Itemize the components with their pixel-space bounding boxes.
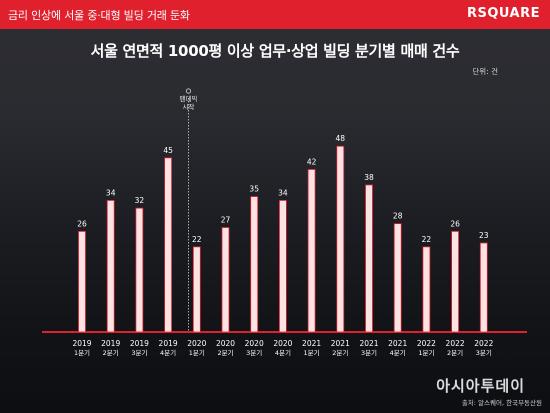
x-tick-quarter: 3분기 <box>361 348 377 357</box>
headline: 금리 인상에 서울 중·대형 빌딩 거래 둔화 <box>8 9 190 22</box>
bar <box>221 227 230 333</box>
bar-value-label: 27 <box>221 216 231 225</box>
x-tick-quarter: 1분기 <box>74 348 90 357</box>
header-bar: 금리 인상에 서울 중·대형 빌딩 거래 둔화 RSQUARE <box>0 0 550 29</box>
bar-value-label: 42 <box>307 157 317 166</box>
annotation-label: 팬데믹 <box>179 94 197 103</box>
x-tick-quarter: 1분기 <box>189 348 205 357</box>
bar-value-label: 35 <box>249 185 259 194</box>
bar <box>336 145 345 333</box>
x-tick-year: 2019 <box>159 339 178 348</box>
bar <box>278 200 287 333</box>
x-tick-quarter: 3분기 <box>131 348 147 357</box>
bar-value-label: 38 <box>364 173 374 182</box>
unit-label: 단위: 건 <box>472 67 498 76</box>
x-tick-year: 2020 <box>216 339 235 348</box>
chart-title: 서울 연면적 1000평 이상 업무·상업 빌딩 분기별 매매 건수 <box>90 42 460 60</box>
bar-value-label: 23 <box>479 231 489 240</box>
bar-value-label: 48 <box>336 134 346 143</box>
x-tick-year: 2022 <box>417 339 436 348</box>
x-tick-year: 2021 <box>302 339 321 348</box>
x-tick-year: 2019 <box>130 339 149 348</box>
x-tick-quarter: 3분기 <box>476 348 492 357</box>
bar <box>451 230 460 333</box>
bar <box>422 246 431 333</box>
annotation-marker <box>185 88 192 94</box>
x-tick-quarter: 2분기 <box>103 348 119 357</box>
bar-value-label: 22 <box>422 235 432 244</box>
x-tick-quarter: 4분기 <box>390 348 406 357</box>
source-note: 출처: 알스퀘어, 한국부동산원 <box>461 399 542 407</box>
x-tick-year: 2019 <box>72 339 91 348</box>
brand-logo: RSQUARE <box>466 6 540 21</box>
bar-value-label: 34 <box>278 188 288 197</box>
bar-value-label: 34 <box>106 188 116 197</box>
bar-value-label: 26 <box>450 219 460 228</box>
x-tick-quarter: 1분기 <box>304 348 320 357</box>
x-tick-year: 2019 <box>101 339 120 348</box>
x-tick-year: 2020 <box>245 339 264 348</box>
bar <box>164 157 173 333</box>
bar <box>250 196 259 333</box>
bar <box>365 184 373 333</box>
x-tick-year: 2021 <box>359 339 378 348</box>
bar-value-label: 22 <box>192 235 202 244</box>
x-tick-year: 2020 <box>187 339 206 348</box>
x-tick-quarter: 3분기 <box>246 348 262 357</box>
bar <box>307 169 316 333</box>
x-tick-quarter: 4분기 <box>160 348 176 357</box>
bar-value-label: 45 <box>163 146 173 155</box>
x-tick-quarter: 2분기 <box>332 348 348 357</box>
bar-value-label: 32 <box>135 196 145 205</box>
bar <box>192 246 201 333</box>
annotation-label: 시작 <box>182 102 194 111</box>
watermark-logo: 아시아투데이 <box>436 377 525 395</box>
x-tick-quarter: 2분기 <box>447 348 463 357</box>
x-tick-quarter: 4분기 <box>275 348 291 357</box>
x-tick-year: 2021 <box>331 339 350 348</box>
bar-value-label: 28 <box>393 212 403 221</box>
bar <box>393 223 402 333</box>
x-tick-year: 2021 <box>388 339 407 348</box>
x-tick-quarter: 2분기 <box>217 348 233 357</box>
x-tick-quarter: 1분기 <box>418 348 434 357</box>
x-tick-year: 2022 <box>474 339 493 348</box>
bar <box>135 207 144 333</box>
bar <box>479 242 488 333</box>
x-tick-year: 2020 <box>273 339 292 348</box>
bar <box>106 200 115 333</box>
x-tick-year: 2022 <box>446 339 465 348</box>
bar-value-label: 26 <box>77 219 87 228</box>
bar <box>78 230 86 333</box>
